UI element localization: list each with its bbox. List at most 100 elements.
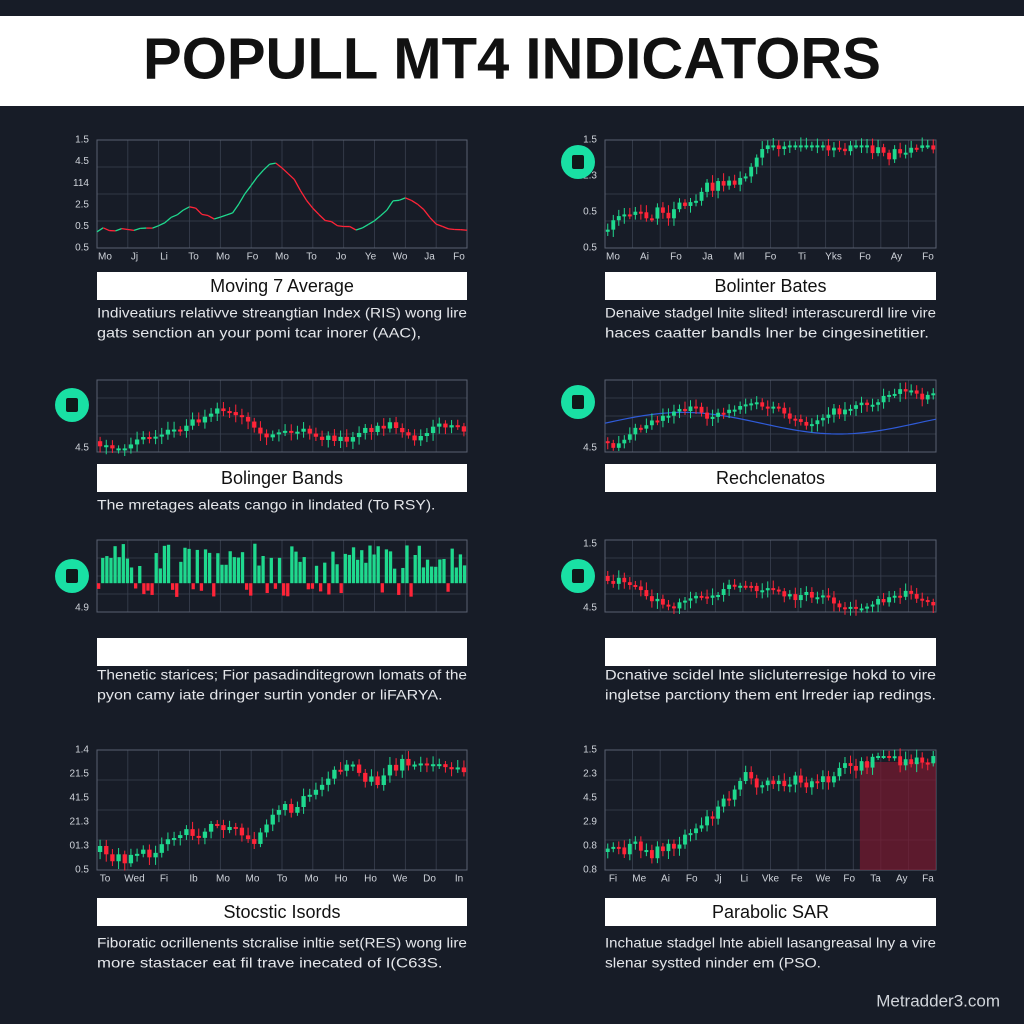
panel-description: Denaive stadgel lnite slited! interascur…: [605, 305, 936, 321]
candle: [782, 591, 787, 597]
candle: [461, 767, 467, 773]
indicator-line: [293, 179, 302, 191]
candle: [116, 854, 121, 862]
x-tick-label: Wo: [393, 252, 408, 263]
x-tick-label: Mo: [305, 874, 319, 885]
candle: [760, 785, 765, 788]
candle: [638, 427, 643, 430]
candle: [672, 843, 676, 849]
candle: [289, 430, 294, 433]
x-tick-label: In: [455, 874, 463, 885]
candle: [776, 589, 781, 592]
candle: [859, 761, 864, 771]
candle: [716, 806, 721, 819]
candle: [771, 406, 776, 409]
panel-description: Dcnative scidel lnte slicluterresige hok…: [605, 667, 936, 683]
indicator-line: [238, 193, 246, 205]
volume-bar: [397, 583, 401, 595]
candle: [738, 585, 743, 588]
candle: [887, 756, 892, 758]
candle: [655, 207, 660, 219]
candle: [710, 182, 715, 191]
x-tick-label: Fo: [859, 252, 871, 263]
candle: [666, 843, 671, 852]
volume-bar: [409, 583, 413, 597]
candle: [721, 798, 726, 807]
candle: [914, 757, 919, 765]
candle: [412, 435, 417, 441]
candle: [208, 413, 214, 417]
candle: [622, 847, 627, 855]
candle: [721, 412, 726, 415]
volume-bar: [458, 554, 463, 584]
y-tick-label: 21.5: [70, 769, 90, 780]
volume-bar: [232, 557, 236, 584]
x-tick-label: To: [188, 252, 199, 263]
candle: [865, 402, 869, 406]
candle: [688, 202, 693, 206]
candle: [406, 432, 411, 436]
volume-bar: [113, 546, 117, 584]
title-box: [605, 272, 936, 300]
candle: [165, 429, 171, 435]
volume-bar: [109, 557, 113, 584]
candle: [622, 577, 627, 583]
candle: [387, 764, 393, 776]
candle: [732, 409, 737, 412]
title-box: [605, 638, 936, 666]
candle: [363, 427, 368, 433]
volume-bar: [224, 564, 228, 584]
candle: [393, 764, 399, 771]
candle: [153, 436, 158, 439]
candle: [605, 848, 610, 852]
y-tick-label: 0.8: [583, 865, 597, 876]
candle: [307, 428, 312, 434]
y-tick-label: 4.5: [75, 443, 89, 454]
indicator-line: [102, 227, 110, 232]
candle: [881, 598, 886, 603]
volume-bar: [294, 551, 298, 584]
candle: [743, 585, 748, 588]
candle: [881, 756, 886, 758]
y-tick-label: 1.4: [75, 745, 89, 756]
candle: [660, 415, 665, 421]
candle: [449, 425, 454, 428]
candle: [437, 764, 442, 767]
x-tick-label: Fo: [247, 252, 259, 263]
candle: [141, 849, 146, 854]
header-band: [0, 16, 1024, 106]
chart-frame: [96, 379, 468, 453]
indicator-line: [355, 227, 363, 231]
volume-bar: [417, 545, 421, 584]
candle: [616, 216, 621, 221]
candle: [375, 776, 380, 786]
candle: [820, 145, 825, 148]
candle: [694, 595, 698, 599]
y-tick-label: 4.9: [75, 603, 89, 614]
candle: [854, 765, 858, 771]
x-tick-label: Jj: [714, 874, 721, 885]
indicator-line: [96, 227, 104, 233]
x-tick-label: Ti: [798, 252, 806, 263]
candle: [677, 202, 682, 210]
candle: [282, 430, 288, 433]
volume-bar: [265, 583, 269, 594]
candle: [633, 585, 638, 588]
candle: [749, 772, 754, 779]
volume-bar: [339, 583, 343, 594]
candle: [892, 756, 897, 759]
candle: [776, 780, 781, 785]
candle: [765, 780, 770, 786]
candle: [627, 214, 632, 217]
candle: [716, 181, 721, 191]
candle: [843, 607, 847, 610]
candle: [754, 157, 759, 167]
candle: [776, 406, 781, 409]
candle: [716, 595, 721, 598]
candle: [97, 845, 103, 852]
volume-bar: [450, 548, 454, 584]
candle: [258, 427, 263, 434]
candle: [437, 423, 442, 427]
candle: [97, 441, 103, 447]
